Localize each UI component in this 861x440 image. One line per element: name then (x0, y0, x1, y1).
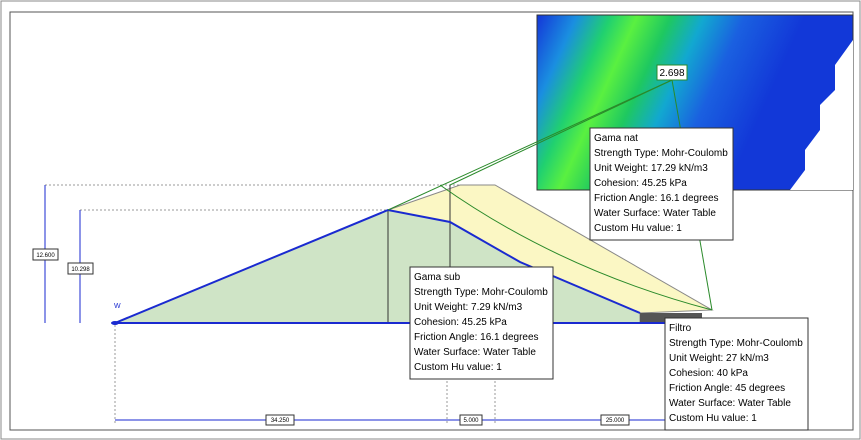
callout-line: Water Surface: Water Table (594, 208, 716, 219)
callout-line: Cohesion: 40 kPa (669, 368, 748, 379)
callouts: Gama nat Strength Type: Mohr-Coulomb Unit … (409, 127, 809, 431)
dim-box (32, 248, 59, 261)
callout-line: Strength Type: Mohr-Coulomb (669, 338, 803, 349)
slip-surface (439, 184, 713, 311)
material-callout (664, 317, 809, 431)
dim-label: 5.000 (463, 418, 479, 424)
callout-line: Unit Weight: 7.29 kN/m3 (414, 302, 523, 313)
callout-line: Friction Angle: 45 degrees (669, 383, 785, 394)
water-label: W (114, 303, 121, 310)
fs-box (656, 64, 688, 81)
material-callout (589, 127, 734, 241)
callout-line: Strength Type: Mohr-Coulomb (594, 148, 728, 159)
dim-box (459, 414, 483, 426)
dim-label: 10.298 (71, 267, 90, 273)
dim-label: 25.000 (606, 418, 625, 424)
safety-factor: 2.698 (659, 68, 684, 79)
leader (449, 79, 673, 186)
callout-line: Water Surface: Water Table (414, 347, 536, 358)
material-callout (409, 266, 554, 380)
callout-line: Cohesion: 45.25 kPa (594, 178, 687, 189)
callout-line: Strength Type: Mohr-Coulomb (414, 287, 548, 298)
callout-line: Custom Hu value: 1 (594, 223, 682, 234)
callout-line: Cohesion: 45.25 kPa (414, 317, 507, 328)
dim-label: 34.250 (271, 418, 290, 424)
callout-line: Custom Hu value: 1 (414, 362, 502, 373)
dim-box (265, 414, 295, 426)
callout-line: Friction Angle: 16.1 degrees (594, 193, 719, 204)
inset-void (790, 40, 853, 190)
water-marker (111, 321, 119, 325)
leader (387, 79, 673, 211)
callout-title: Gama sub (414, 272, 461, 283)
callout-line: Custom Hu value: 1 (669, 413, 757, 424)
dim-label: 12.600 (36, 253, 55, 259)
water-table (114, 208, 641, 324)
callout-line: Unit Weight: 17.29 kN/m3 (594, 163, 708, 174)
callout-line: Friction Angle: 16.1 degrees (414, 332, 539, 343)
dim-box (67, 262, 94, 275)
callout-title: Filtro (669, 323, 692, 334)
callout-line: Water Surface: Water Table (669, 398, 791, 409)
callout-line: Unit Weight: 27 kN/m3 (669, 353, 769, 364)
dim-box (600, 414, 630, 426)
callout-title: Gama nat (594, 133, 638, 144)
